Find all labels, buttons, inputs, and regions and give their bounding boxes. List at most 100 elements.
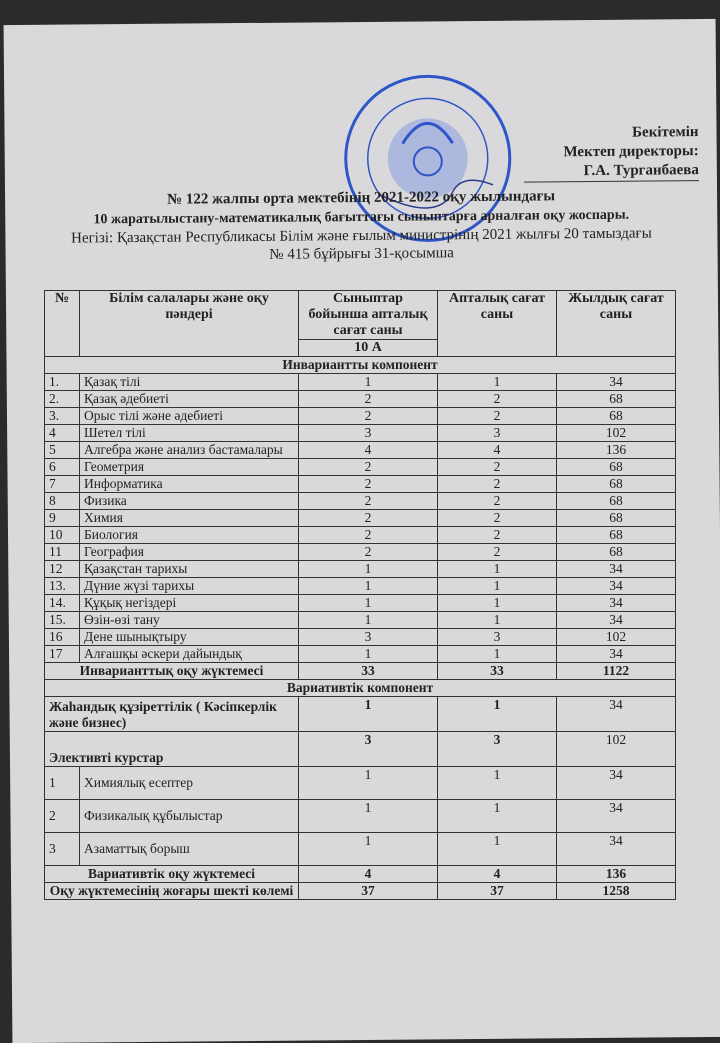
class-hours: 4 — [298, 441, 438, 459]
row-number: 12 — [44, 560, 80, 578]
subject-name: Жаһандық құзіреттілік ( Кәсіпкерлік және… — [44, 696, 299, 732]
class-hours: 2 — [298, 407, 438, 425]
row-number: 1. — [44, 373, 80, 391]
weekly-hours: 1 — [437, 799, 557, 833]
annual-hours: 68 — [556, 543, 676, 561]
weekly-hours: 1 — [437, 560, 557, 578]
class-hours: 1 — [298, 696, 438, 732]
annual-hours: 102 — [556, 731, 676, 767]
row-number: 15. — [44, 611, 80, 629]
invariant-total-row: Инварианттық оқу жүктемесі 33 33 1122 — [44, 662, 676, 680]
annual-hours: 102 — [556, 424, 676, 442]
class-hours: 4 — [298, 865, 438, 883]
table-row: 17 Алғашқы әскери дайындық 1 1 34 — [44, 645, 676, 663]
table-row: 3 Азаматтық борыш 1 1 34 — [44, 832, 676, 866]
document-page: Бекітемін Мектеп директоры: Г.А. Турганб… — [3, 18, 720, 1043]
variative-total-row-label: Вариативтік оқу жүктемесі — [44, 865, 299, 883]
annual-hours: 136 — [556, 865, 676, 883]
weekly-hours: 2 — [437, 492, 557, 510]
weekly-hours: 2 — [437, 526, 557, 544]
weekly-hours: 4 — [437, 865, 557, 883]
weekly-hours: 1 — [437, 611, 557, 629]
annual-hours: 34 — [556, 696, 676, 732]
table-row: 13. Дүние жүзі тарихы 1 1 34 — [44, 577, 676, 595]
class-hours: 2 — [298, 475, 438, 493]
row-number: 4 — [44, 424, 80, 442]
table-row: 4 Шетел тілі 3 3 102 — [44, 424, 676, 442]
annual-hours: 34 — [556, 766, 676, 800]
class-hours: 2 — [298, 509, 438, 527]
annual-hours: 34 — [556, 611, 676, 629]
annual-hours: 34 — [556, 594, 676, 612]
weekly-hours: 3 — [437, 731, 557, 767]
row-number: 8 — [44, 492, 80, 510]
weekly-hours: 37 — [437, 882, 557, 900]
class-hours: 37 — [298, 882, 438, 900]
subject-name: Геометрия — [79, 458, 299, 476]
table-row: 6 Геометрия 2 2 68 — [44, 458, 676, 476]
class-hours: 1 — [298, 594, 438, 612]
annual-hours: 102 — [556, 628, 676, 646]
annual-hours: 68 — [556, 492, 676, 510]
table-row: 15. Өзін-өзі тану 1 1 34 — [44, 611, 676, 629]
row-number: 3 — [44, 832, 80, 866]
row-number: 5 — [44, 441, 80, 459]
row-number: 10 — [44, 526, 80, 544]
subject-name: Биология — [79, 526, 299, 544]
row-number: 9 — [44, 509, 80, 527]
table-row: 9 Химия 2 2 68 — [44, 509, 676, 527]
class-hours: 1 — [298, 373, 438, 391]
row-number: 16 — [44, 628, 80, 646]
weekly-hours: 1 — [437, 696, 557, 732]
table-row: 7 Информатика 2 2 68 — [44, 475, 676, 493]
weekly-hours: 3 — [437, 424, 557, 442]
class-hours: 33 — [298, 662, 438, 680]
row-number: 2. — [44, 390, 80, 408]
weekly-hours: 2 — [437, 407, 557, 425]
class-hours: 1 — [298, 832, 438, 866]
table-row: 1. Қазақ тілі 1 1 34 — [44, 373, 676, 391]
class-hours: 1 — [298, 611, 438, 629]
table-row: 5 Алгебра және анализ бастамалары 4 4 136 — [44, 441, 676, 459]
annual-hours: 136 — [556, 441, 676, 459]
subject-name: Азаматтық борыш — [79, 832, 299, 866]
class-hours: 2 — [298, 492, 438, 510]
table-row: 8 Физика 2 2 68 — [44, 492, 676, 510]
col-weekly: Апталық сағат саны — [437, 290, 557, 357]
weekly-hours: 2 — [437, 390, 557, 408]
annual-hours: 68 — [556, 475, 676, 493]
annual-hours: 68 — [556, 509, 676, 527]
class-hours: 1 — [298, 766, 438, 800]
subject-name: Өзін-өзі тану — [79, 611, 299, 629]
approval-block: Бекітемін Мектеп директоры: Г.А. Турганб… — [523, 123, 699, 183]
annual-hours: 1122 — [556, 662, 676, 680]
col-num: № — [44, 290, 80, 357]
subject-name: Физика — [79, 492, 299, 510]
subject-name: Құқық негіздері — [79, 594, 299, 612]
max-total-row-label: Оқу жүктемесінің жоғары шекті көлемі — [44, 882, 299, 900]
invariant-title: Инвариантты компонент — [44, 356, 676, 374]
subject-name: Алгебра және анализ бастамалары — [79, 441, 299, 459]
class-hours: 3 — [298, 424, 438, 442]
max-total-row: Оқу жүктемесінің жоғары шекті көлемі 37 37… — [44, 882, 676, 900]
subject-name: Дене шынықтыру — [79, 628, 299, 646]
annual-hours: 68 — [556, 458, 676, 476]
table-row: 11 География 2 2 68 — [44, 543, 676, 561]
weekly-hours: 1 — [437, 577, 557, 595]
annual-hours: 68 — [556, 526, 676, 544]
class-hours: 2 — [298, 458, 438, 476]
table-row: 10 Биология 2 2 68 — [44, 526, 676, 544]
official-stamp — [344, 74, 512, 242]
director-title: Мектеп директоры: — [563, 143, 699, 161]
table-row: 3. Орыс тілі және әдебиеті 2 2 68 — [44, 407, 676, 425]
weekly-hours: 1 — [437, 373, 557, 391]
col-subject: Білім салалары және оқу пәндері — [79, 290, 299, 357]
subject-name: Алғашқы әскери дайындық — [79, 645, 299, 663]
subject-name: Орыс тілі және әдебиеті — [79, 407, 299, 425]
table-row: Элективті курстар 3 3 102 — [44, 731, 676, 767]
annual-hours: 68 — [556, 390, 676, 408]
subject-name: Қазақ тілі — [79, 373, 299, 391]
row-number: 11 — [44, 543, 80, 561]
weekly-hours: 2 — [437, 475, 557, 493]
weekly-hours: 2 — [437, 458, 557, 476]
